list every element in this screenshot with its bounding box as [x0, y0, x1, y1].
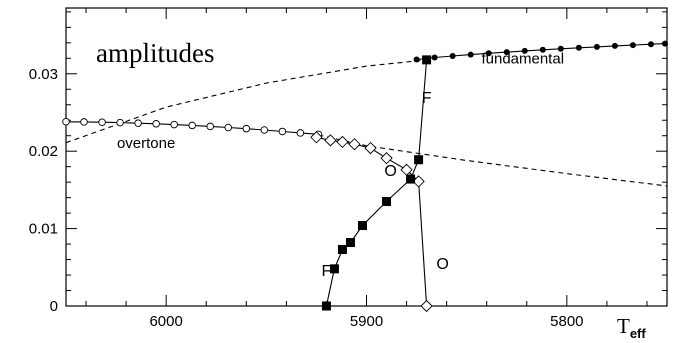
data-point-overtone-branch: [336, 135, 349, 149]
annotation-label: O: [436, 256, 448, 273]
data-point-overtone-branch: [324, 134, 337, 147]
x-tick-label: 6000: [149, 313, 182, 330]
data-point-fundamental-branch: [422, 55, 432, 65]
data-point-overtone-stable: [62, 118, 70, 126]
data-point-fundamental-stable: [413, 56, 420, 63]
data-point-overtone-stable: [206, 122, 214, 131]
data-point-overtone-stable: [242, 124, 251, 133]
y-tick-label: 0.02: [29, 143, 58, 160]
annotation-label: F: [322, 263, 332, 280]
data-point-fundamental-branch: [414, 155, 424, 165]
data-point-fundamental-branch: [357, 221, 367, 231]
data-point-overtone-stable: [260, 126, 269, 134]
data-point-overtone-stable: [188, 121, 196, 130]
data-point-overtone-branch: [380, 152, 393, 165]
data-point-fundamental-stable: [629, 42, 636, 49]
data-point-fundamental-stable: [431, 54, 438, 61]
data-point-overtone-branch: [420, 299, 433, 313]
x-axis-label: Teff: [617, 314, 646, 341]
series-line-overtone-branch: [316, 136, 428, 307]
data-point-fundamental-stable: [557, 45, 564, 52]
annotation-label: O: [384, 163, 396, 180]
data-point-fundamental-stable: [467, 51, 474, 58]
labels-layer: 6000 5900 5800 0 0.01 0.02 0.03 fundamental over…: [29, 51, 584, 330]
data-point-overtone-branch: [310, 131, 323, 144]
data-point-overtone-stable: [116, 118, 124, 127]
data-point-overtone-stable: [278, 127, 287, 136]
y-tick-label: 0.01: [29, 221, 58, 238]
data-point-fundamental-branch: [406, 174, 416, 184]
annotation-label: overtone: [117, 135, 175, 152]
data-point-overtone-stable: [80, 118, 88, 126]
x-axis-label-main: T: [617, 314, 630, 338]
data-point-fundamental-stable: [503, 49, 510, 56]
data-point-fundamental-stable: [611, 42, 618, 49]
x-tick-label: 5900: [350, 313, 383, 330]
data-point-overtone-stable: [134, 119, 142, 127]
y-tick-label: 0.03: [29, 66, 58, 83]
markers-layer: [62, 40, 668, 313]
data-point-fundamental-stable: [521, 47, 528, 54]
data-point-fundamental-branch: [329, 264, 339, 274]
annotation-label: fundamental: [481, 51, 564, 68]
data-point-overtone-stable: [296, 129, 305, 137]
data-point-fundamental-branch: [345, 238, 355, 248]
data-point-fundamental-stable: [661, 40, 668, 47]
data-point-fundamental-branch: [321, 301, 331, 311]
data-point-overtone-stable: [170, 120, 178, 129]
x-tick-label: 5800: [550, 313, 583, 330]
y-tick-label: 0: [50, 298, 58, 315]
data-point-overtone-stable: [98, 118, 106, 126]
data-point-fundamental-stable: [485, 50, 492, 57]
lines-layer: [65, 43, 668, 307]
data-point-fundamental-stable: [449, 52, 456, 59]
x-axis-label-sub: eff: [630, 326, 647, 341]
data-point-fundamental-branch: [382, 197, 392, 207]
data-point-overtone-branch: [364, 141, 377, 155]
chart-title: amplitudes: [96, 38, 214, 68]
data-point-fundamental-stable: [539, 46, 546, 53]
data-point-fundamental-stable: [593, 43, 600, 50]
data-point-fundamental-branch: [337, 244, 347, 254]
series-line-fundamental-extrapolated: [65, 59, 427, 144]
data-point-overtone-branch: [348, 138, 361, 151]
data-point-fundamental-stable: [647, 41, 654, 48]
data-point-overtone-stable: [224, 123, 233, 132]
data-point-overtone-stable: [152, 120, 160, 128]
annotation-label: F: [422, 90, 432, 107]
data-point-fundamental-stable: [575, 44, 582, 51]
